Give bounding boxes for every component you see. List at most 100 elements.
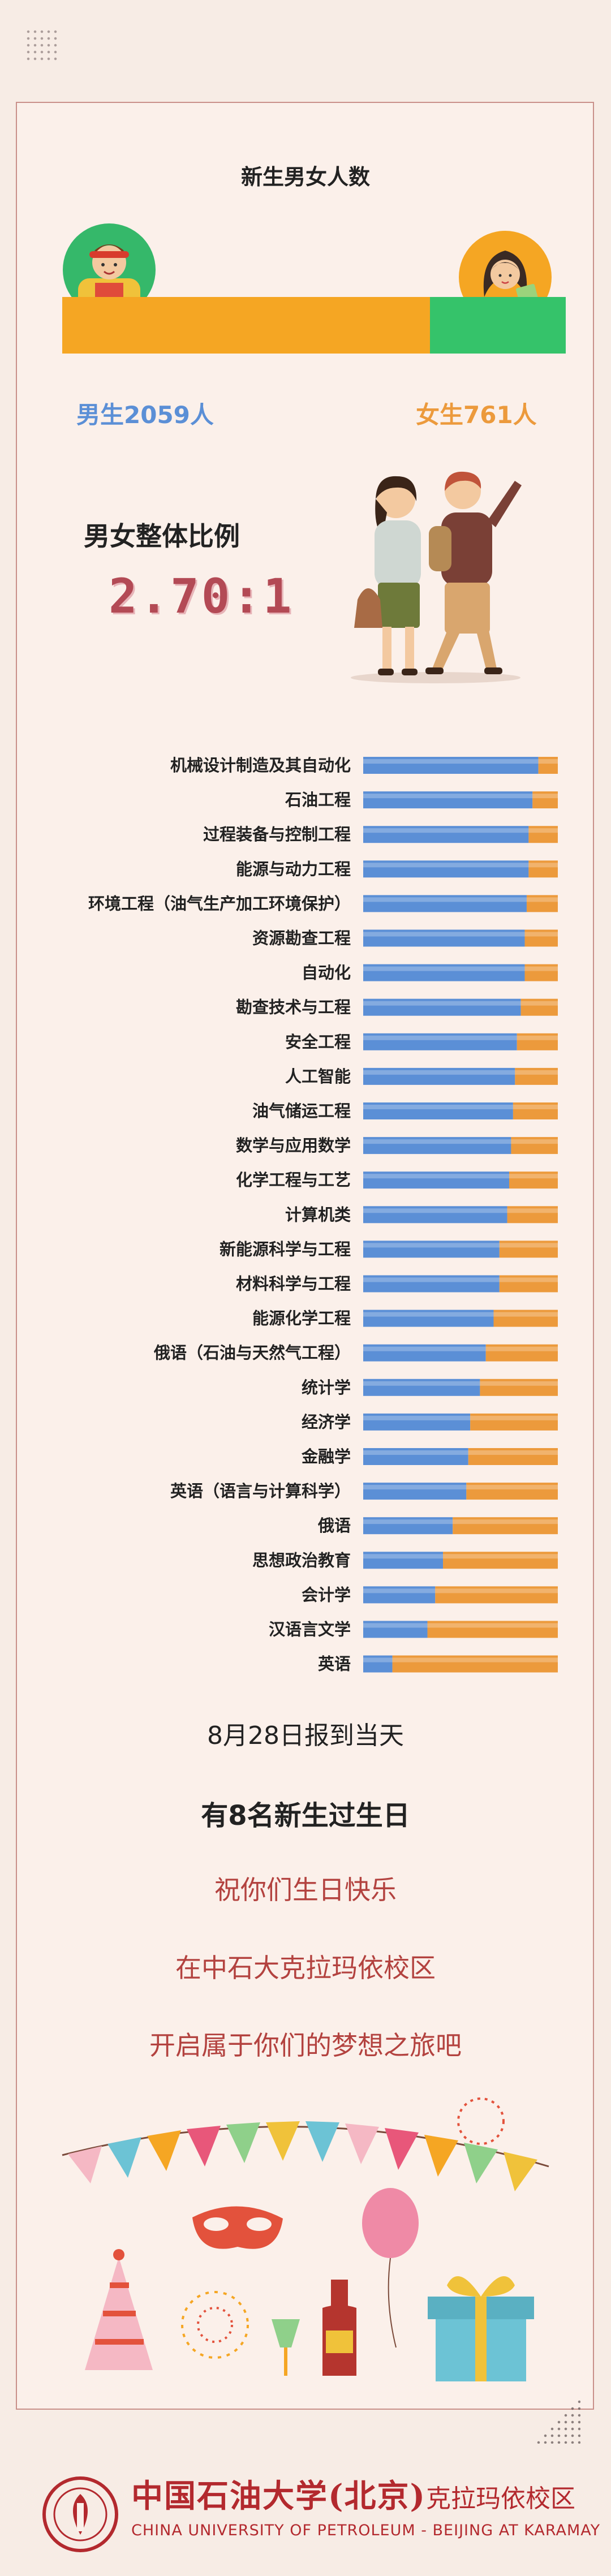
bar-highlight [363,1139,511,1144]
female-share-bar [499,1275,558,1293]
male-share-bar [363,1033,517,1050]
bar-highlight [468,1450,558,1455]
bar-highlight [526,897,558,902]
female-share-bar [443,1552,558,1569]
party-hat-icon [85,2249,153,2370]
male-share-bar [363,1309,494,1327]
male-share-bar [363,998,521,1016]
major-label: 能源化学工程 [252,1309,351,1328]
bar-highlight [528,863,558,868]
female-share-bar [466,1483,558,1500]
bar-highlight [513,1105,558,1109]
bar-highlight [453,1519,558,1524]
male-share-bar [363,1517,453,1535]
bar-highlight [363,863,529,868]
major-label: 自动化 [302,963,351,983]
decorative-dots [25,28,59,62]
report-day-text: 8月28日报到当天 [207,1721,404,1750]
bar-highlight [363,828,529,833]
ratio-title: 男女整体比例 [84,521,240,552]
bar-highlight [363,1035,517,1040]
birthday-wish-text: 祝你们生日快乐 [214,1875,397,1905]
male-share-bar [363,1067,515,1085]
ratio-value: 2.70:1 [109,568,294,624]
major-label: 资源勘查工程 [252,929,351,948]
major-label: 勘查技术与工程 [236,998,351,1017]
bottle-icon [322,2280,356,2376]
male-share-bar [363,1655,393,1673]
bar-highlight [532,794,558,799]
major-label: 油气储运工程 [252,1101,351,1121]
bar-highlight [363,1485,467,1490]
major-label: 环境工程（油气生产加工环境保护） [88,894,351,913]
male-share-bar [363,1552,444,1569]
female-share-bar [499,1240,558,1258]
male-share-bar [363,1344,486,1362]
female-share-bar [509,1171,558,1189]
university-name-main: 中国石油大学(北京) [131,2478,426,2515]
birthday-count-text: 有8名新生过生日 [201,1800,410,1832]
female-share-bar [528,826,558,843]
gender-title: 新生男女人数 [240,165,370,189]
bar-highlight [363,1415,471,1420]
bar-highlight [363,1277,500,1282]
major-label: 经济学 [302,1412,351,1432]
major-label: 计算机类 [285,1205,351,1224]
majors-gender-chart: 机械设计制造及其自动化石油工程过程装备与控制工程能源与动力工程环境工程（油气生产… [88,756,558,1674]
dream-journey-text: 开启属于你们的梦想之旅吧 [149,2030,462,2061]
male-share-bar [363,1206,507,1224]
bar-highlight [520,1001,558,1006]
male-share-bar [363,1621,428,1638]
bar-highlight [363,1105,513,1109]
university-seal-logo [42,2476,118,2552]
major-label: 机械设计制造及其自动化 [170,756,351,775]
footer [0,2455,611,2576]
male-share-bar [363,1171,509,1189]
female-share-bar [427,1621,558,1638]
female-share-bar [470,1413,558,1431]
bar-highlight [363,1001,521,1006]
bunting-flags-icon [68,2121,537,2191]
major-label: 数学与应用数学 [236,1136,351,1155]
bar-highlight [499,1277,558,1282]
major-label: 俄语（石油与天然气工程） [153,1343,351,1363]
major-label: 俄语 [317,1516,351,1535]
bar-highlight [507,1208,558,1213]
male-share-bar [363,1137,511,1155]
female-share-bar [524,964,558,981]
university-name: 中国石油大学(北京)克拉玛依校区 [131,2471,575,2517]
gift-box-icon [428,2276,534,2381]
male-share-bar [363,1586,436,1604]
bar-highlight [363,897,527,902]
bar-highlight [363,1657,393,1662]
bar-highlight [363,932,525,937]
male-share-bar [363,860,529,878]
male-count-label: 男生2059人 [76,401,214,429]
bar-highlight [363,1312,494,1317]
students-illustration [351,471,522,683]
male-share-bar [363,1379,480,1396]
male-share-bar [363,826,529,843]
female-share-bar [468,1448,558,1465]
male-share-bar [363,1102,513,1119]
campus-name: 克拉玛依校区 [426,2484,575,2513]
bar-highlight [538,759,558,764]
mask-icon [192,2206,283,2249]
major-label: 汉语言文学 [269,1620,351,1639]
bar-highlight [363,1623,428,1628]
female-share-bar [480,1379,558,1396]
female-share-bar [528,860,558,878]
firework-icon [181,2097,505,2359]
female-share-bar [526,895,558,912]
gender-ratio-bar [62,297,566,354]
bar-highlight [499,1243,558,1248]
major-label: 思想政治教育 [252,1550,351,1570]
bar-highlight [480,1381,558,1386]
bar-highlight [363,1519,453,1524]
male-share-bar [363,964,525,981]
major-label: 化学工程与工艺 [236,1170,351,1190]
male-share-bar [363,1275,500,1293]
bar-highlight [363,1381,480,1386]
major-label: 统计学 [302,1378,351,1397]
male-share-bar [363,895,527,912]
